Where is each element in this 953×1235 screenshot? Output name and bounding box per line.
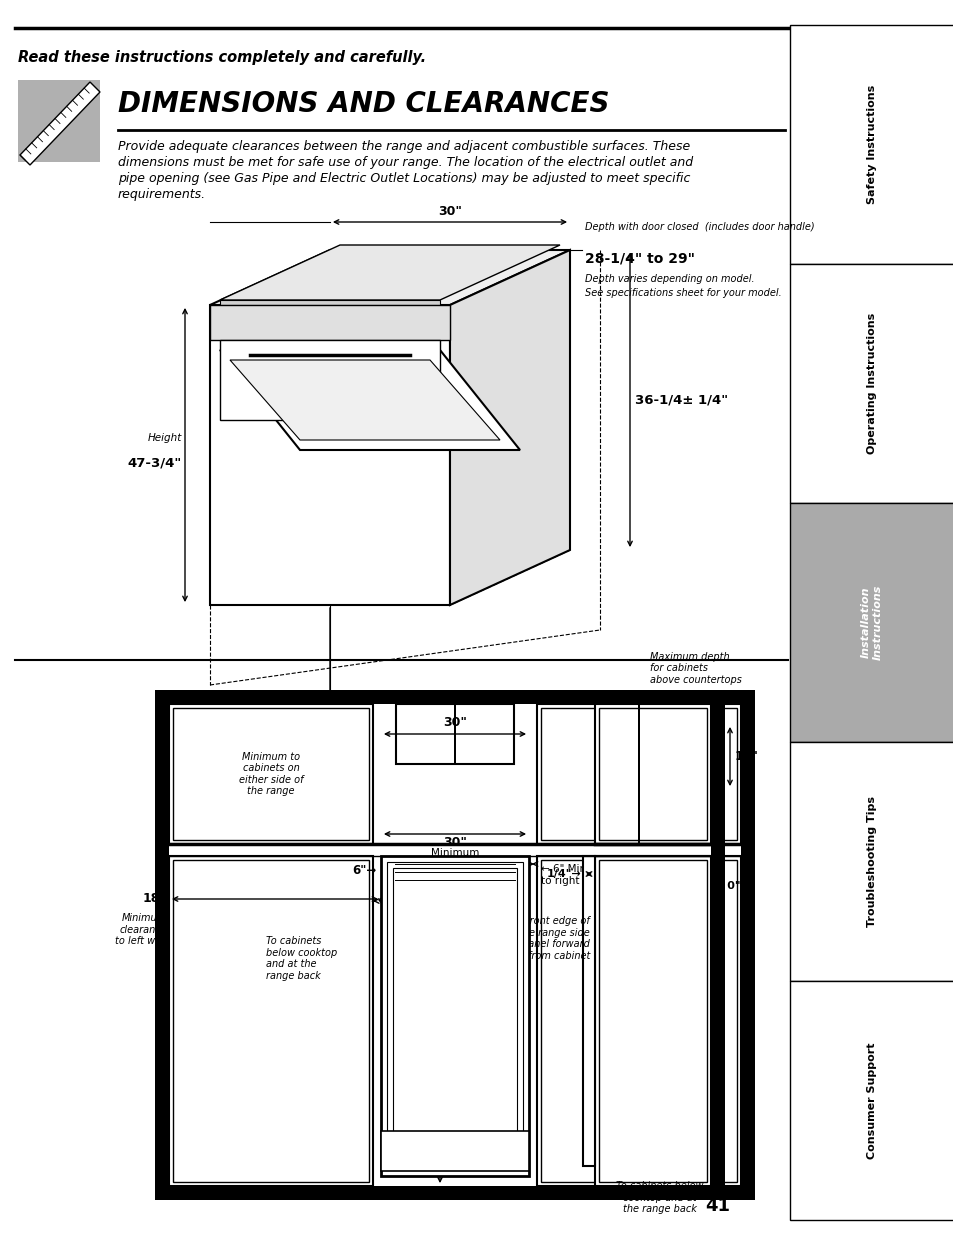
Text: Minimum: Minimum [431,848,478,858]
Bar [789,264,953,503]
Bar [540,860,737,1182]
Text: Minimum to
cabinets on
either side of
the range: Minimum to cabinets on either side of th… [238,752,303,797]
Bar [595,1186,724,1200]
Text: Read these instructions completely and carefully.: Read these instructions completely and c… [18,49,426,65]
Text: 36-1/4± 1/4": 36-1/4± 1/4" [635,394,727,406]
Text: 36": 36" [428,1014,452,1028]
Bar [380,856,529,1176]
Text: Safety Instructions: Safety Instructions [866,85,876,204]
Bar [210,305,450,605]
Bar [740,690,754,1200]
Text: 13": 13" [734,750,759,763]
Bar [395,704,514,764]
Text: Minimum
clearance
to left wall: Minimum clearance to left wall [115,913,167,946]
Bar [595,704,710,844]
Bar [540,708,737,840]
Bar [18,80,100,162]
Bar [595,856,710,1186]
Bar [598,708,706,840]
Bar [169,856,373,1186]
Text: pipe opening (see Gas Pipe and Electric Outlet Locations) may be adjusted to mee: pipe opening (see Gas Pipe and Electric … [118,172,690,185]
Bar [172,708,369,840]
Bar [387,862,522,1136]
Text: Maximum depth
for cabinets
above countertops: Maximum depth for cabinets above counter… [649,652,741,685]
Text: 1/4"→: 1/4"→ [546,869,580,879]
Bar [154,1186,754,1200]
Text: DIMENSIONS AND CLEARANCES: DIMENSIONS AND CLEARANCES [118,90,609,119]
Bar [172,860,369,1182]
Text: Provide adequate clearances between the range and adjacent combustible surfaces.: Provide adequate clearances between the … [118,140,690,153]
Bar [454,704,456,764]
Bar [789,25,953,264]
Bar [154,690,754,704]
Text: See specifications sheet for your model.: See specifications sheet for your model. [584,288,781,298]
Bar [598,860,706,1182]
Text: To cabinets below
cooktop and at
the range back: To cabinets below cooktop and at the ran… [616,1181,703,1214]
Bar [393,868,517,1136]
Bar [154,690,169,1200]
Text: Front edge of
the range side
panel forward
from cabinet: Front edge of the range side panel forwa… [518,916,589,961]
Bar [595,690,724,704]
Text: 28-1/4" to 29": 28-1/4" to 29" [584,252,695,266]
Bar [582,856,595,1166]
Text: 41: 41 [704,1197,729,1215]
Text: 30": 30" [442,716,467,729]
Bar [169,704,373,844]
Text: ← 0": ← 0" [713,881,740,890]
Text: ← 6" Minimum clearance
to right wall: ← 6" Minimum clearance to right wall [540,864,670,885]
Text: requirements.: requirements. [118,188,206,201]
Polygon shape [230,359,499,440]
Text: 46-3/8": 46-3/8" [220,721,274,734]
Bar [210,305,450,340]
Bar [537,704,740,844]
Text: Depth varies depending on model.: Depth varies depending on model. [584,274,754,284]
Bar [789,503,953,742]
Polygon shape [220,300,439,305]
Text: Depth with door open:: Depth with door open: [220,705,336,715]
Text: Consumer Support: Consumer Support [866,1042,876,1158]
Bar [710,690,724,1200]
Bar [220,340,439,420]
Text: Height: Height [148,433,182,443]
Bar [537,856,740,1186]
Bar [789,742,953,981]
Text: To cabinets
below cooktop
and at the
range back: To cabinets below cooktop and at the ran… [266,936,337,981]
Bar [638,704,639,844]
Text: Installation
Instructions: Installation Instructions [861,585,882,661]
Polygon shape [450,249,569,605]
Text: 6"→: 6"→ [353,864,376,877]
Polygon shape [220,350,519,450]
Bar [789,981,953,1220]
Text: Troubleshooting Tips: Troubleshooting Tips [866,797,876,927]
Bar [380,1131,529,1171]
Text: Depth with door closed  (includes door handle): Depth with door closed (includes door ha… [584,222,814,232]
Polygon shape [220,245,559,300]
Text: 30": 30" [437,205,461,219]
Polygon shape [210,249,569,305]
Text: Operating Instructions: Operating Instructions [866,312,876,454]
Text: ← 0": ← 0" [377,894,406,908]
Text: 47-3/4": 47-3/4" [128,457,182,471]
Text: 30": 30" [442,836,467,848]
Polygon shape [20,82,100,165]
Text: dimensions must be met for safe use of your range. The location of the electrica: dimensions must be met for safe use of y… [118,156,693,169]
Text: 18": 18" [143,893,167,905]
